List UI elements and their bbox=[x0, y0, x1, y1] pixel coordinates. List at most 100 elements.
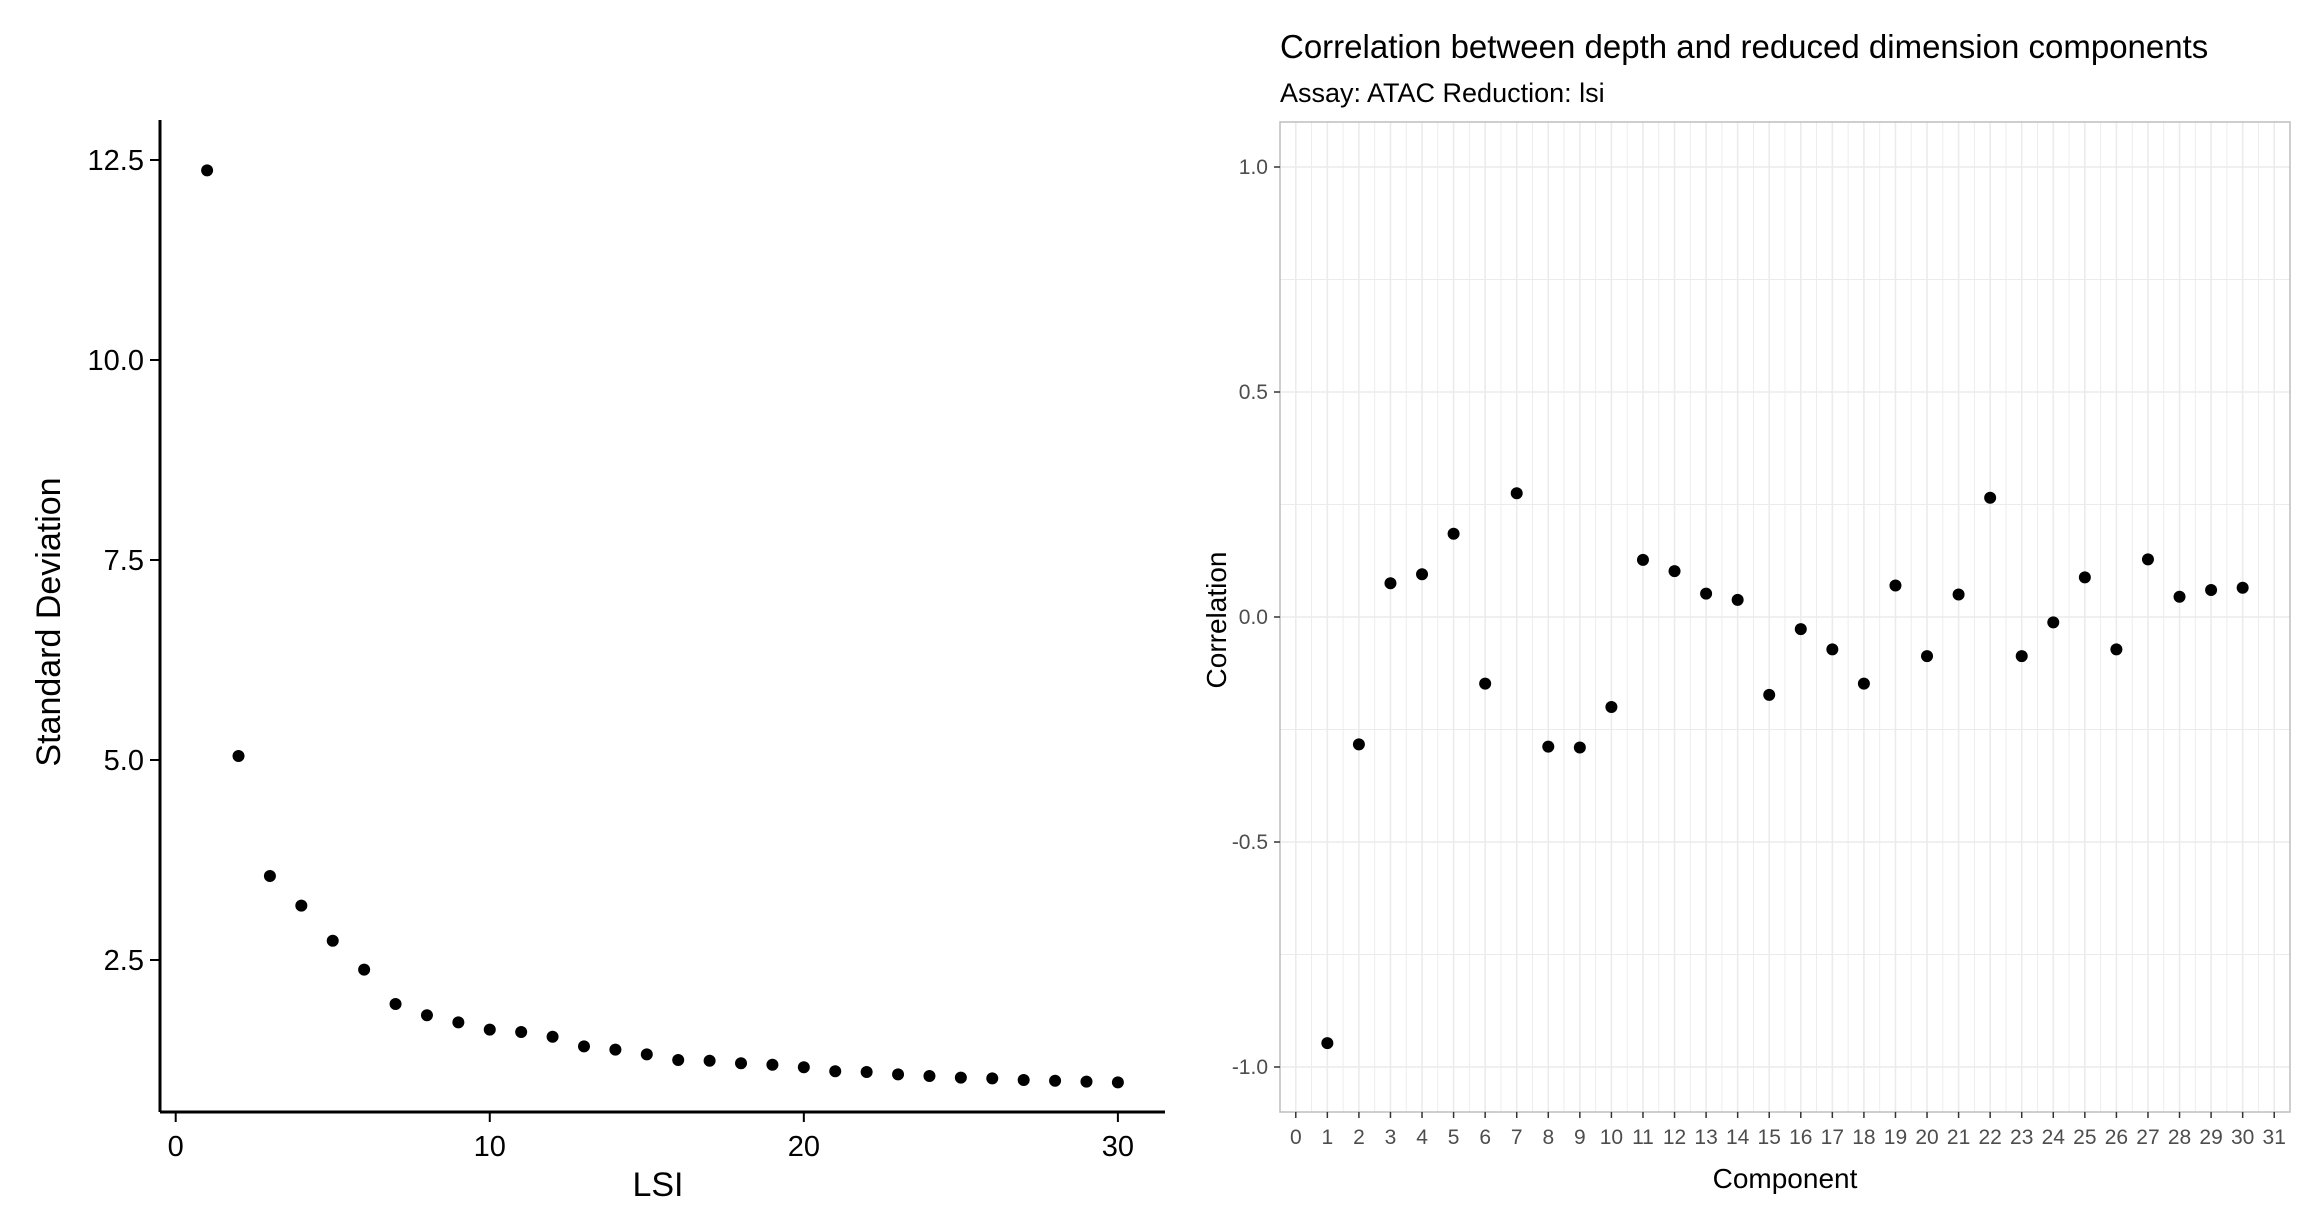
data-point bbox=[1447, 527, 1460, 540]
x-tick-label: 2 bbox=[1353, 1126, 1365, 1149]
data-point bbox=[1352, 738, 1365, 751]
x-tick-label: 10 bbox=[1600, 1126, 1623, 1149]
y-tick-label: 2.5 bbox=[104, 945, 144, 977]
data-point bbox=[986, 1072, 999, 1085]
data-point bbox=[1731, 593, 1744, 606]
data-point bbox=[2236, 581, 2249, 594]
data-point bbox=[1542, 740, 1555, 753]
data-point bbox=[389, 998, 402, 1010]
x-tick-label: 1 bbox=[1322, 1126, 1334, 1149]
data-point bbox=[232, 750, 245, 762]
data-point bbox=[1384, 577, 1397, 590]
data-point bbox=[358, 963, 371, 976]
x-tick-label: 20 bbox=[1915, 1126, 1938, 1149]
y-tick-label: 7.5 bbox=[104, 545, 144, 577]
data-point bbox=[860, 1066, 873, 1078]
data-point bbox=[2205, 584, 2218, 596]
y-tick-label: 12.5 bbox=[88, 145, 144, 177]
data-point bbox=[263, 870, 276, 882]
x-tick-label: 30 bbox=[1102, 1131, 1134, 1163]
lsi-elbow-plot: 0 10 20 30 2.5 5.0 7.5 10.0 12.5 LSI Standard D… bbox=[30, 120, 1165, 1204]
x-tick-label: 27 bbox=[2136, 1126, 2159, 1149]
data-point bbox=[1826, 643, 1839, 656]
data-point bbox=[1889, 579, 1902, 592]
y-tick-label: -1.0 bbox=[1232, 1056, 1268, 1079]
elbow-plot-svg: 0 10 20 30 2.5 5.0 7.5 10.0 12.5 LSI Standard D… bbox=[30, 120, 1165, 1204]
data-point bbox=[1479, 677, 1492, 690]
data-point bbox=[1668, 565, 1681, 578]
data-point bbox=[1510, 487, 1523, 500]
x-tick-label: 14 bbox=[1726, 1126, 1750, 1149]
data-point bbox=[2141, 553, 2154, 566]
data-point bbox=[1321, 1037, 1334, 1050]
data-point bbox=[829, 1065, 842, 1078]
data-point bbox=[295, 899, 308, 912]
x-tick-label: 6 bbox=[1479, 1126, 1491, 1149]
chart-title: Correlation between depth and reduced di… bbox=[1280, 28, 2208, 65]
x-tick-label: 31 bbox=[2263, 1126, 2286, 1149]
x-tick-label: 9 bbox=[1574, 1126, 1586, 1149]
data-point bbox=[923, 1070, 936, 1082]
data-point bbox=[672, 1054, 685, 1066]
data-point bbox=[1080, 1075, 1093, 1088]
data-point bbox=[1794, 623, 1807, 636]
x-tick-label: 26 bbox=[2105, 1126, 2128, 1149]
x-tick-label: 22 bbox=[1978, 1126, 2001, 1149]
y-tick-label: 1.0 bbox=[1239, 156, 1268, 179]
x-tick-label: 20 bbox=[788, 1131, 820, 1163]
data-point bbox=[1763, 688, 1776, 701]
x-tick-label: 5 bbox=[1448, 1126, 1460, 1149]
data-point bbox=[546, 1030, 559, 1043]
data-point bbox=[1573, 741, 1586, 754]
data-point bbox=[420, 1009, 433, 1022]
x-tick-label: 0 bbox=[1290, 1126, 1302, 1149]
x-tick-label: 0 bbox=[168, 1131, 184, 1163]
data-point bbox=[1952, 588, 1965, 601]
data-point bbox=[1636, 553, 1649, 566]
data-point bbox=[1605, 701, 1618, 713]
x-tick-label: 7 bbox=[1511, 1126, 1523, 1149]
data-point bbox=[1111, 1076, 1124, 1089]
data-point bbox=[201, 164, 214, 177]
x-tick-label: 8 bbox=[1542, 1126, 1554, 1149]
x-tick-label: 18 bbox=[1852, 1126, 1875, 1149]
data-point bbox=[2015, 650, 2028, 663]
data-point bbox=[2110, 643, 2123, 656]
data-point bbox=[640, 1048, 653, 1061]
data-point bbox=[2078, 571, 2091, 584]
y-tick-label: -0.5 bbox=[1232, 831, 1268, 854]
data-point bbox=[483, 1023, 496, 1036]
data-point bbox=[1921, 650, 1934, 663]
data-point bbox=[1984, 491, 1997, 504]
x-tick-label: 28 bbox=[2168, 1126, 2191, 1149]
data-point bbox=[1416, 568, 1429, 581]
y-axis-title: Standard Deviation bbox=[30, 477, 68, 766]
data-point bbox=[1700, 587, 1713, 600]
correlation-plot-svg: Correlation between depth and reduced di… bbox=[1201, 28, 2291, 1194]
x-tick-label: 13 bbox=[1694, 1126, 1717, 1149]
x-tick-label: 30 bbox=[2231, 1126, 2254, 1149]
x-tick-label: 23 bbox=[2010, 1126, 2033, 1149]
x-axis-title: Component bbox=[1713, 1163, 1858, 1194]
data-point bbox=[703, 1054, 716, 1067]
data-point bbox=[1017, 1074, 1030, 1086]
data-point bbox=[1049, 1074, 1062, 1087]
y-tick-label: 5.0 bbox=[104, 745, 144, 777]
data-point bbox=[515, 1026, 528, 1038]
x-axis-title: LSI bbox=[632, 1166, 683, 1204]
x-tick-label: 21 bbox=[1947, 1126, 1970, 1149]
x-tick-label: 10 bbox=[474, 1131, 506, 1163]
data-point bbox=[2173, 590, 2186, 603]
depth-correlation-plot: Correlation between depth and reduced di… bbox=[1190, 0, 2302, 1232]
x-tick-label: 17 bbox=[1821, 1126, 1844, 1149]
y-axis-title: Correlation bbox=[1201, 552, 1232, 689]
x-tick-label: 12 bbox=[1663, 1126, 1686, 1149]
data-point bbox=[892, 1068, 905, 1081]
x-tick-label: 11 bbox=[1632, 1126, 1654, 1149]
y-tick-label: 10.0 bbox=[88, 345, 144, 377]
data-point bbox=[452, 1016, 465, 1029]
x-tick-label: 15 bbox=[1758, 1126, 1781, 1149]
x-tick-label: 3 bbox=[1385, 1126, 1397, 1149]
x-tick-label: 29 bbox=[2199, 1126, 2222, 1149]
data-point bbox=[577, 1040, 590, 1053]
